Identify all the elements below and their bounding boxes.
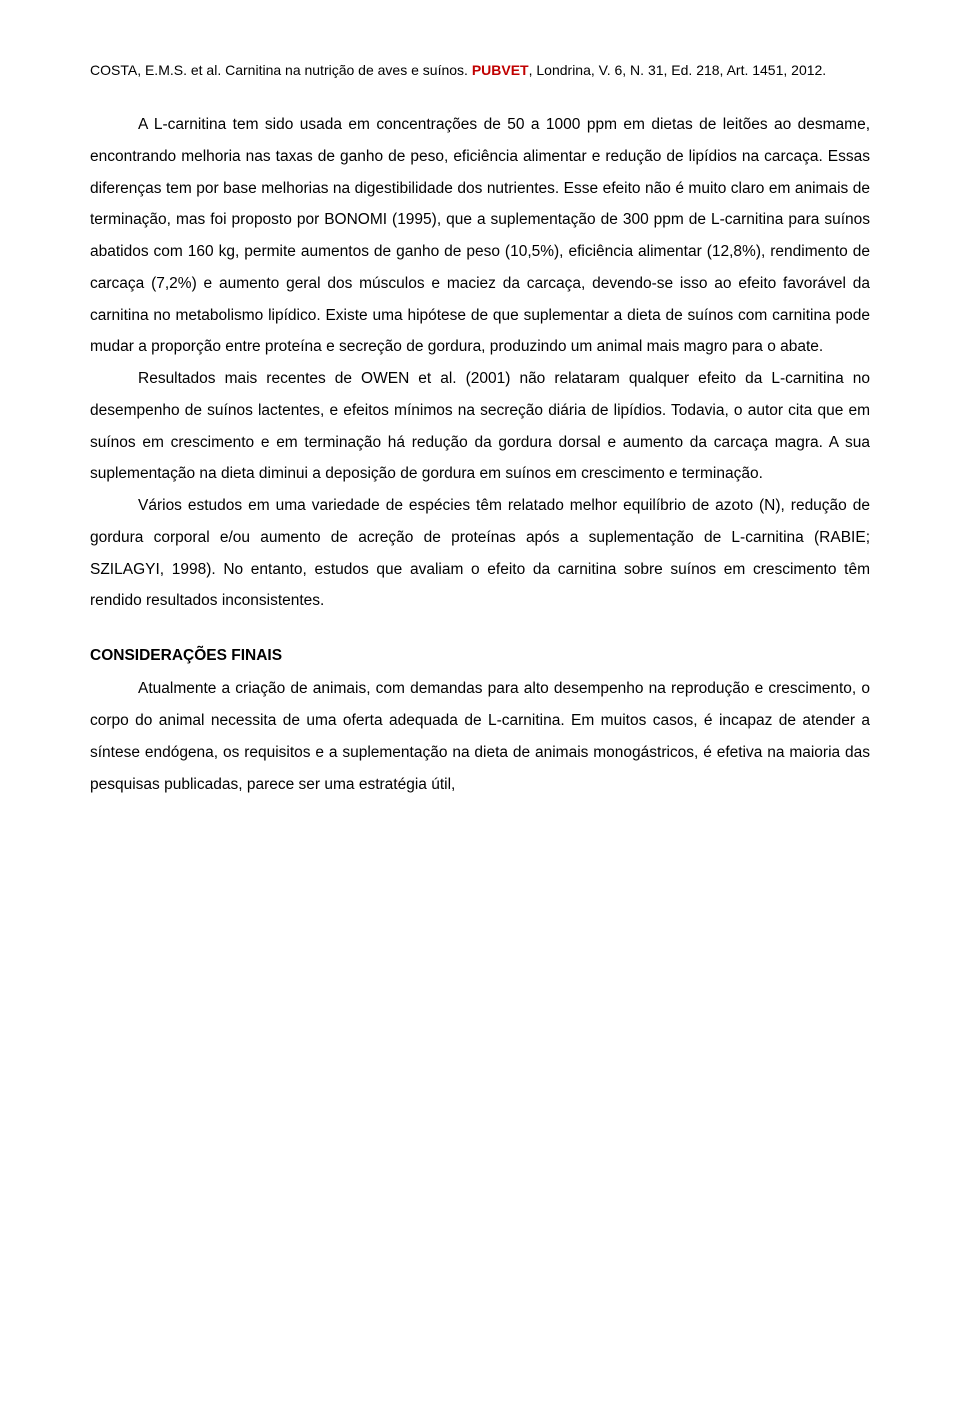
header-title-fragment-text: Carnitina na nutrição de aves e suínos.: [225, 62, 468, 78]
body-paragraph-1: A L-carnitina tem sido usada em concentr…: [90, 109, 870, 363]
body-paragraph-2: Resultados mais recentes de OWEN et al. …: [90, 363, 870, 490]
document-page: COSTA, E.M.S. et al. Carnitina na nutriç…: [0, 0, 960, 1413]
header-publication: PUBVET: [472, 62, 529, 78]
running-header: COSTA, E.M.S. et al. Carnitina na nutriç…: [90, 60, 870, 81]
body-paragraph-4: Atualmente a criação de animais, com dem…: [90, 673, 870, 800]
section-heading-consideracoes: CONSIDERAÇÕES FINAIS: [90, 647, 870, 665]
body-paragraph-3: Vários estudos em uma variedade de espéc…: [90, 490, 870, 617]
header-location-issue: , Londrina, V. 6, N. 31, Ed. 218, Art. 1…: [529, 62, 827, 78]
header-authors: COSTA, E.M.S. et al.: [90, 62, 221, 78]
